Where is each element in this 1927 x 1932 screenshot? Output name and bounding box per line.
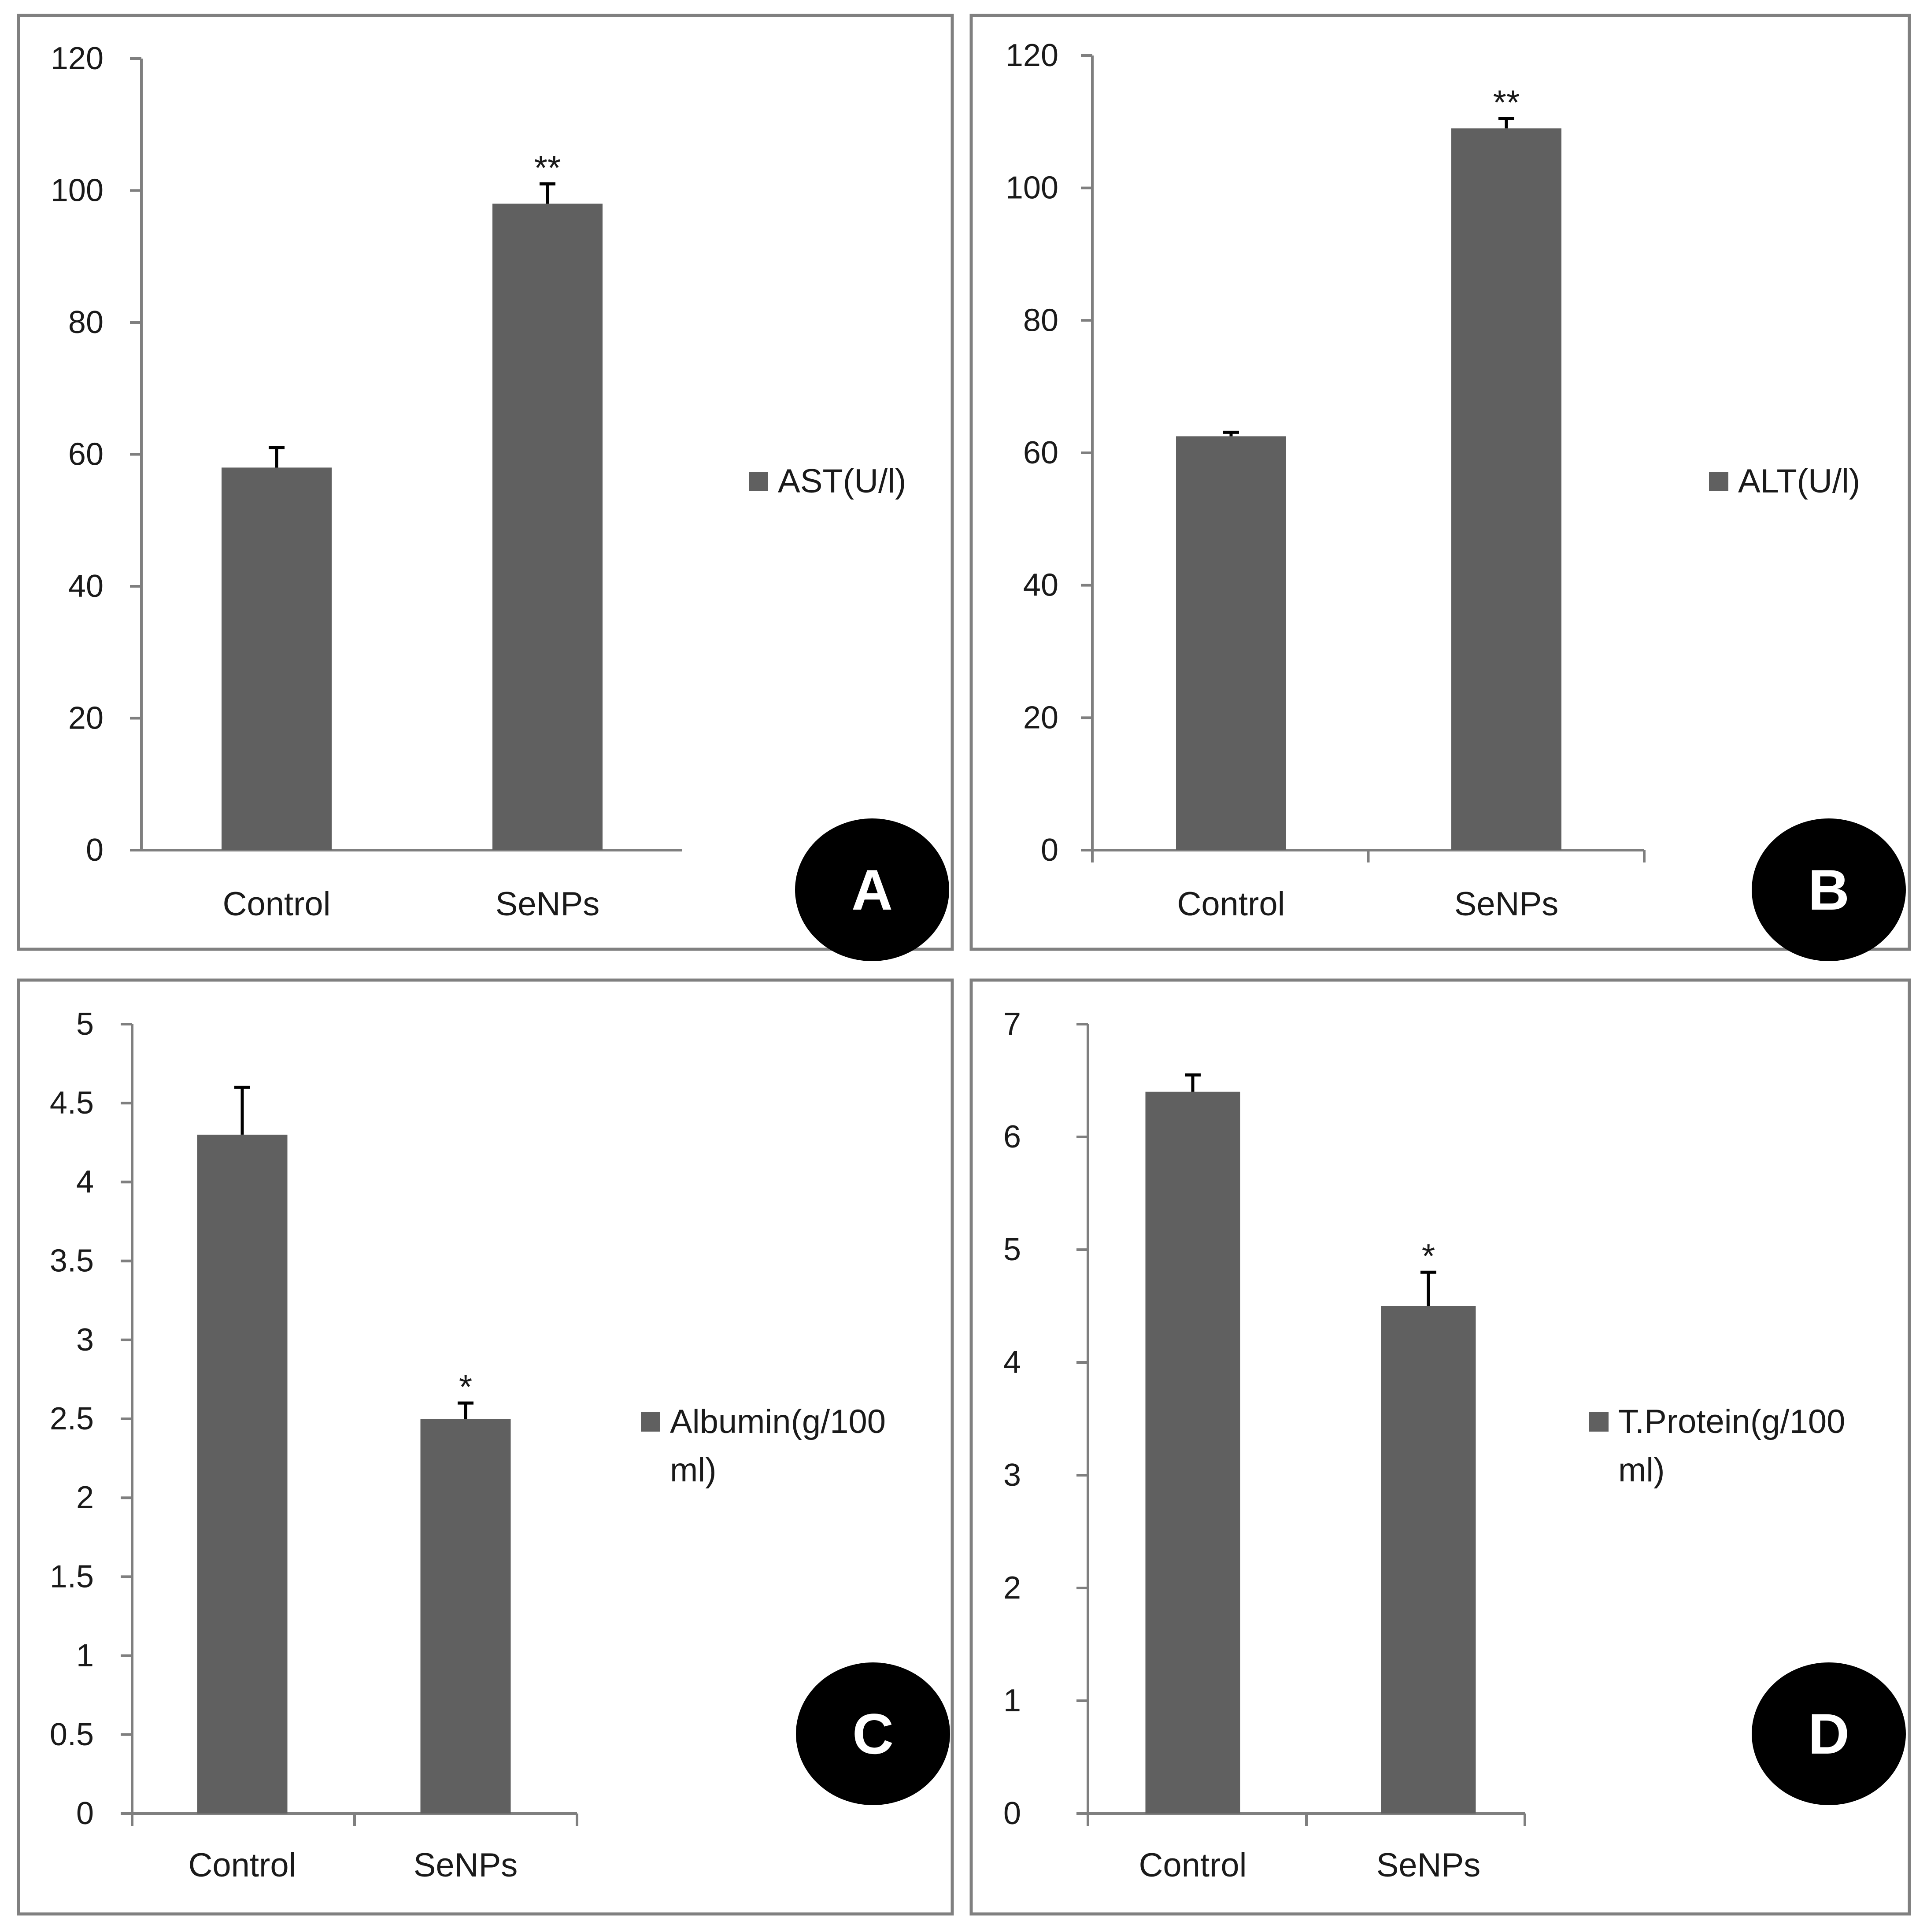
legend-label: T.Protein(g/100	[1618, 1403, 1845, 1440]
panel-label-badge	[795, 818, 949, 961]
legend-swatch	[1589, 1412, 1609, 1432]
y-tick-label: 100	[51, 173, 104, 208]
y-tick-label: 100	[1006, 170, 1058, 206]
legend-swatch	[641, 1412, 660, 1432]
x-category-label: Control	[1139, 1847, 1247, 1884]
y-tick-label: 80	[68, 305, 104, 340]
y-tick-label: 60	[1023, 435, 1058, 470]
y-tick-label: 0	[86, 833, 104, 868]
y-tick-label: 120	[51, 41, 104, 76]
y-tick-label: 3	[1003, 1458, 1021, 1493]
y-tick-label: 4	[76, 1164, 94, 1199]
chart-panel-d: 0 1 2 3 4 5 6 7 Control * SeNPs T.Protein(g/100 ml) D	[969, 978, 1911, 1916]
chart-panel-b: 0 20 40 60 80 100 120 Control ** SeNPs ALT(U/l) B	[969, 14, 1911, 961]
y-tick-label: 0	[76, 1796, 94, 1831]
y-tick-label: 7	[1003, 1007, 1021, 1042]
bar-control	[197, 1134, 288, 1814]
significance-mark: *	[1422, 1236, 1435, 1275]
y-tick-label: 60	[68, 437, 104, 472]
bar-senps	[1381, 1306, 1476, 1814]
panel-label: D	[1808, 1702, 1849, 1766]
panel-frame	[17, 14, 954, 951]
panel-label-badge	[1752, 1662, 1906, 1805]
legend-label: ALT(U/l)	[1738, 463, 1860, 500]
x-category-label: Control	[189, 1847, 296, 1884]
legend-label: ml)	[1618, 1451, 1665, 1489]
y-tick-label: 4	[1003, 1345, 1021, 1380]
panel-frame	[17, 978, 954, 1916]
panel-label: A	[851, 858, 893, 922]
panel-label: C	[852, 1702, 894, 1766]
legend-swatch	[1709, 472, 1728, 491]
bar-senps	[420, 1419, 511, 1814]
panel-label-badge	[1752, 818, 1906, 961]
x-category-label: SeNPs	[1376, 1847, 1481, 1884]
y-tick-label: 40	[1023, 568, 1058, 603]
y-tick-label: 1	[76, 1638, 94, 1673]
y-tick-label: 3.5	[50, 1244, 94, 1279]
y-tick-label: 20	[1023, 700, 1058, 735]
y-tick-label: 0.5	[50, 1717, 94, 1752]
bar-control	[1176, 436, 1286, 850]
y-tick-label: 1	[1003, 1683, 1021, 1718]
y-tick-label: 40	[68, 569, 104, 604]
x-category-label: SeNPs	[414, 1847, 518, 1884]
panel-frame	[969, 14, 1911, 951]
x-category-label: SeNPs	[1454, 885, 1559, 923]
y-tick-label: 2	[76, 1480, 94, 1515]
x-category-label: Control	[223, 885, 331, 923]
y-tick-label: 2	[1003, 1570, 1021, 1606]
significance-mark: **	[534, 148, 561, 187]
x-category-label: Control	[1177, 885, 1285, 923]
significance-mark: **	[1493, 83, 1520, 122]
y-tick-label: 120	[1006, 38, 1058, 73]
y-tick-label: 5	[1003, 1232, 1021, 1267]
legend-label: ml)	[670, 1451, 717, 1489]
x-category-label: SeNPs	[496, 885, 600, 923]
y-tick-label: 4.5	[50, 1085, 94, 1121]
panel-label: B	[1808, 858, 1849, 922]
significance-mark: *	[459, 1367, 472, 1406]
legend-swatch	[749, 472, 768, 491]
bar-control	[222, 467, 332, 850]
y-tick-label: 0	[1041, 833, 1058, 868]
y-tick-label: 20	[68, 701, 104, 736]
bar-control	[1145, 1092, 1240, 1814]
panel-label-badge	[796, 1662, 950, 1805]
chart-panel-a: 0 20 40 60 80 100 120 Control ** SeNPs AST(U/l) A	[17, 14, 954, 961]
y-tick-label: 3	[76, 1322, 94, 1358]
y-tick-label: 6	[1003, 1119, 1021, 1155]
y-tick-label: 1.5	[50, 1559, 94, 1594]
y-tick-label: 2.5	[50, 1401, 94, 1436]
bar-senps	[1451, 128, 1561, 850]
bar-senps	[492, 204, 603, 851]
panel-frame	[969, 978, 1911, 1916]
y-tick-label: 0	[1003, 1796, 1021, 1831]
y-tick-label: 5	[76, 1007, 94, 1042]
y-tick-label: 80	[1023, 303, 1058, 338]
legend-label: AST(U/l)	[778, 463, 906, 500]
chart-panel-c: 0 0.5 1 1.5 2 2.5 3 3.5 4 4.5 5 Control * SeNPs Albumi…	[17, 978, 954, 1916]
legend-label: Albumin(g/100	[670, 1403, 886, 1440]
